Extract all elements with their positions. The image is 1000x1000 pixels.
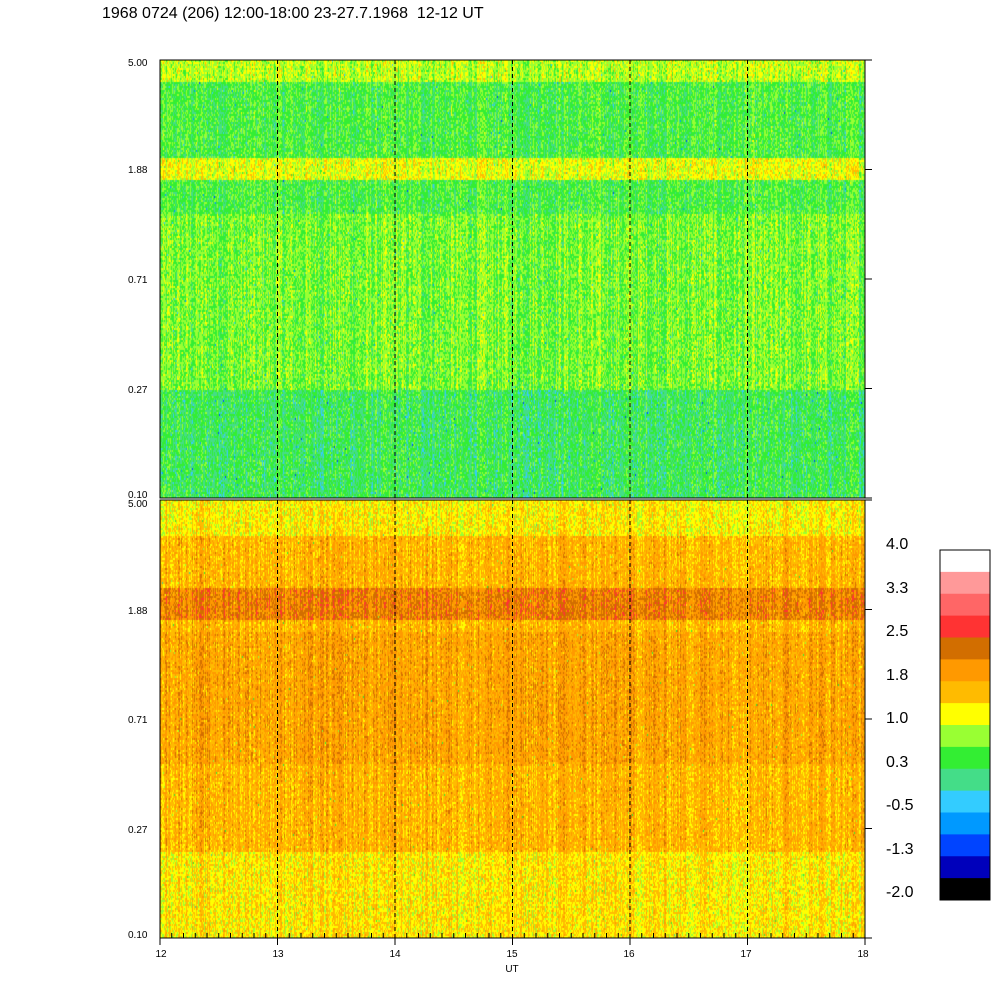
- colorbar-swatch: [940, 659, 990, 682]
- colorbar-label: 1.8: [886, 667, 909, 684]
- colorbar-label: 2.5: [886, 623, 909, 640]
- colorbar-swatch: [940, 550, 990, 573]
- colorbar-swatch: [940, 790, 990, 813]
- y-tick-label: 1.88: [128, 165, 148, 176]
- y-tick-label: 0.10: [128, 490, 148, 501]
- colorbar-swatch: [940, 856, 990, 879]
- colorbar-swatch: [940, 834, 990, 857]
- colorbar-swatch: [940, 746, 990, 770]
- x-tick-label: 12: [155, 949, 167, 960]
- y-tick-label: 0.27: [128, 825, 148, 836]
- colorbar-swatch: [940, 878, 990, 901]
- chart-title: 1968 0724 (206) 12:00-18:00 23-27.7.1968…: [102, 5, 484, 22]
- colorbar-swatch: [940, 725, 990, 748]
- colorbar-swatch: [940, 637, 990, 660]
- colorbar-swatch: [940, 681, 990, 704]
- colorbar-label: 4.0: [886, 536, 909, 553]
- y-tick-label: 5.00: [128, 58, 148, 69]
- colorbar-label: -1.3: [886, 841, 914, 858]
- colorbar-swatch: [940, 593, 990, 617]
- y-tick-label: 5.00: [128, 499, 148, 510]
- colorbar-swatch: [940, 768, 990, 792]
- y-tick-label: 1.88: [128, 606, 148, 617]
- colorbar-frame: [939, 549, 991, 901]
- y-tick-label: 0.10: [128, 930, 148, 941]
- colorbar-label: 3.3: [886, 580, 909, 597]
- y-tick-label: 0.71: [128, 715, 148, 726]
- x-axis-label: UT: [505, 964, 519, 975]
- colorbar-swatch: [940, 615, 990, 638]
- colorbar-swatch: [940, 703, 990, 726]
- x-tick-label: 15: [506, 949, 518, 960]
- colorbar-label: 0.3: [886, 754, 909, 771]
- y-tick-label: 0.71: [128, 275, 148, 286]
- colorbar-label: -2.0: [886, 884, 914, 901]
- y-tick-label: 0.27: [128, 385, 148, 396]
- colorbar-label: 1.0: [886, 710, 909, 727]
- x-tick-label: 18: [857, 949, 869, 960]
- x-tick-label: 14: [389, 949, 401, 960]
- colorbar-swatch: [940, 571, 990, 595]
- x-tick-label: 13: [272, 949, 284, 960]
- colorbar-swatch: [940, 812, 990, 835]
- x-tick-label: 17: [740, 949, 752, 960]
- colorbar-label: -0.5: [886, 797, 914, 814]
- x-tick-label: 16: [623, 949, 635, 960]
